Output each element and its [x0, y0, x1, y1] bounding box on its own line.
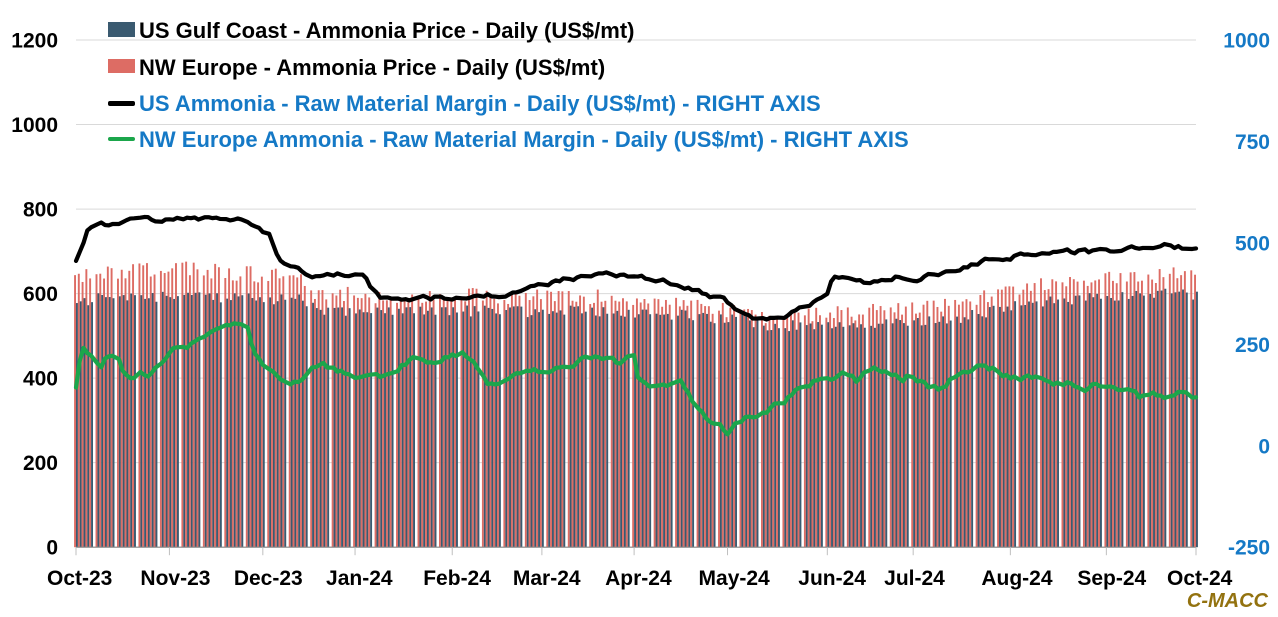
svg-text:0: 0 — [46, 537, 58, 560]
svg-text:May-24: May-24 — [699, 567, 771, 590]
svg-text:1000: 1000 — [11, 114, 58, 137]
svg-text:Nov-23: Nov-23 — [140, 567, 210, 590]
svg-text:Feb-24: Feb-24 — [423, 567, 491, 590]
svg-text:Oct-23: Oct-23 — [47, 567, 112, 590]
svg-text:800: 800 — [23, 199, 58, 222]
svg-text:Aug-24: Aug-24 — [981, 567, 1052, 590]
svg-text:750: 750 — [1235, 131, 1270, 154]
svg-text:Apr-24: Apr-24 — [605, 567, 672, 590]
svg-text:Oct-24: Oct-24 — [1167, 567, 1233, 590]
svg-text:1000: 1000 — [1223, 30, 1270, 53]
svg-text:0: 0 — [1258, 435, 1270, 458]
svg-text:Jul-24: Jul-24 — [884, 567, 945, 590]
svg-text:Jun-24: Jun-24 — [798, 567, 866, 590]
svg-text:400: 400 — [23, 368, 58, 391]
svg-text:500: 500 — [1235, 232, 1270, 255]
svg-text:600: 600 — [23, 283, 58, 306]
svg-text:1200: 1200 — [11, 30, 58, 53]
svg-text:-250: -250 — [1228, 537, 1270, 560]
svg-text:Jan-24: Jan-24 — [326, 567, 393, 590]
svg-text:Dec-23: Dec-23 — [234, 567, 303, 590]
svg-text:Sep-24: Sep-24 — [1077, 567, 1146, 590]
svg-text:Mar-24: Mar-24 — [513, 567, 581, 590]
svg-text:250: 250 — [1235, 334, 1270, 357]
svg-text:200: 200 — [23, 452, 58, 475]
